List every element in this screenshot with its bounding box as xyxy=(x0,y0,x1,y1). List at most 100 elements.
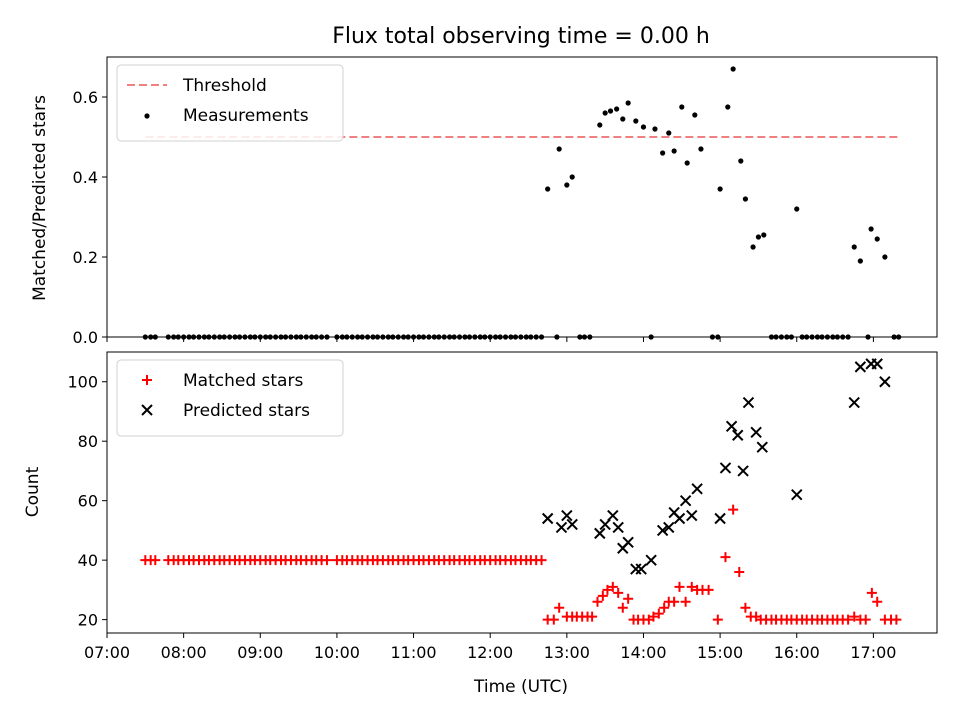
measurement-point xyxy=(602,110,608,116)
predicted-star-point xyxy=(622,536,634,549)
matched-star-point xyxy=(674,581,685,592)
matched-star-point xyxy=(321,555,332,566)
measurement-point xyxy=(684,160,690,166)
x-axis-label: Time (UTC) xyxy=(473,677,568,697)
predicted-star-point xyxy=(756,441,768,453)
matched-star-point xyxy=(728,504,739,515)
matched-star-point xyxy=(617,602,628,613)
top-plot-area: 0.0 0.2 0.4 0.6 Threshold Measurements xyxy=(73,56,938,347)
bottom-axes-frame xyxy=(106,351,938,634)
legend-measurement-swatch xyxy=(144,113,150,119)
measurement-point xyxy=(730,66,736,72)
matched-star-point xyxy=(648,611,659,622)
chart-title: Flux total observing time = 0.00 h xyxy=(332,24,710,49)
bottom-x-tick-label: 12:00 xyxy=(467,643,513,662)
measurement-point xyxy=(545,186,551,192)
measurement-point xyxy=(564,182,570,188)
top-y-tick-label: 0.2 xyxy=(73,248,98,267)
measurement-point xyxy=(725,104,731,110)
predicted-star-point xyxy=(566,518,578,531)
bottom-legend-label: Predicted stars xyxy=(183,401,310,421)
top-y-axis-label: Matched/Predicted stars xyxy=(30,95,50,301)
measurement-point xyxy=(679,104,685,110)
predicted-star-point xyxy=(645,554,657,566)
predicted-star-point xyxy=(719,462,732,474)
predicted-star-point xyxy=(742,396,755,409)
bottom-x-tick-label: 14:00 xyxy=(620,643,666,662)
predicted-star-point xyxy=(663,521,675,534)
measurement-point xyxy=(660,150,666,156)
bottom-plot-area: 07:00 08:00 09:00 10:00 11:00 12:00 13:00 14:00… xyxy=(67,351,938,662)
top-y-tick-label: 0.0 xyxy=(73,328,98,347)
measurement-point xyxy=(868,226,874,232)
measurement-point xyxy=(569,174,575,180)
predicted-star-point xyxy=(612,521,624,534)
matched-star-point xyxy=(554,602,565,613)
measurement-point xyxy=(874,236,880,242)
bottom-y-axis-label: Count xyxy=(23,466,43,517)
measurement-point xyxy=(738,158,744,164)
predicted-star-point xyxy=(561,509,573,522)
matched-star-point xyxy=(680,596,691,607)
bottom-x-tick-label: 17:00 xyxy=(850,643,896,662)
measurement-point xyxy=(597,122,603,128)
bottom-x-tick-label: 08:00 xyxy=(161,643,207,662)
measurement-point xyxy=(692,112,698,118)
measurement-point xyxy=(640,124,647,130)
predicted-star-point xyxy=(854,361,867,373)
bottom-legend-box xyxy=(116,359,344,437)
matched-star-point xyxy=(536,555,547,566)
predicted-star-point xyxy=(656,524,669,537)
measurement-point xyxy=(556,146,562,152)
matched-star-point xyxy=(607,581,618,592)
measurement-point xyxy=(666,130,672,136)
top-legend-label: Measurements xyxy=(183,106,309,126)
matched-star-point xyxy=(712,614,723,625)
bottom-y-tick-label: 60 xyxy=(78,492,98,511)
matched-star-point xyxy=(872,596,883,607)
bottom-x-tick-label: 07:00 xyxy=(84,643,130,662)
top-legend-label: Threshold xyxy=(182,76,267,96)
matched-star-point xyxy=(740,602,751,613)
bottom-x-tick-label: 13:00 xyxy=(544,643,590,662)
predicted-star-point xyxy=(594,527,606,540)
matched-star-point xyxy=(587,611,598,622)
measurement-point xyxy=(620,116,626,122)
predicted-star-point xyxy=(541,512,554,525)
measurement-point xyxy=(761,232,767,238)
measurement-point xyxy=(614,106,620,112)
matched-star-point xyxy=(623,593,634,604)
legend-matched-swatch xyxy=(142,375,152,385)
top-axes-frame xyxy=(106,56,938,338)
measurement-point xyxy=(851,244,857,250)
predicted-star-point xyxy=(725,420,738,433)
matched-star-point xyxy=(592,596,603,607)
measurement-point xyxy=(882,254,888,260)
matched-star-point xyxy=(720,552,731,563)
bottom-x-tick-label: 15:00 xyxy=(697,643,743,662)
measurement-point xyxy=(742,196,749,202)
measurement-point xyxy=(652,126,658,132)
predicted-star-point xyxy=(691,483,703,495)
bottom-y-tick-label: 100 xyxy=(67,373,98,392)
bottom-x-tick-label: 16:00 xyxy=(774,643,820,662)
matched-star-point xyxy=(734,567,745,578)
matched-star-point xyxy=(891,614,902,625)
matched-star-point xyxy=(866,587,877,598)
top-legend-box xyxy=(116,64,344,142)
predicted-star-point xyxy=(714,512,726,525)
matched-star-point xyxy=(659,602,670,613)
bottom-legend-label: Matched stars xyxy=(183,371,303,391)
bottom-x-tick-label: 10:00 xyxy=(314,643,360,662)
predicted-star-point xyxy=(879,376,891,388)
predicted-star-point xyxy=(732,429,744,441)
top-y-tick-label: 0.6 xyxy=(73,88,98,107)
top-y-tick-label: 0.4 xyxy=(73,168,98,187)
matched-star-point xyxy=(548,614,559,625)
matched-star-point xyxy=(150,555,161,566)
measurement-point xyxy=(717,186,723,192)
matched-star-point xyxy=(849,611,860,622)
matched-star-point xyxy=(860,614,871,625)
